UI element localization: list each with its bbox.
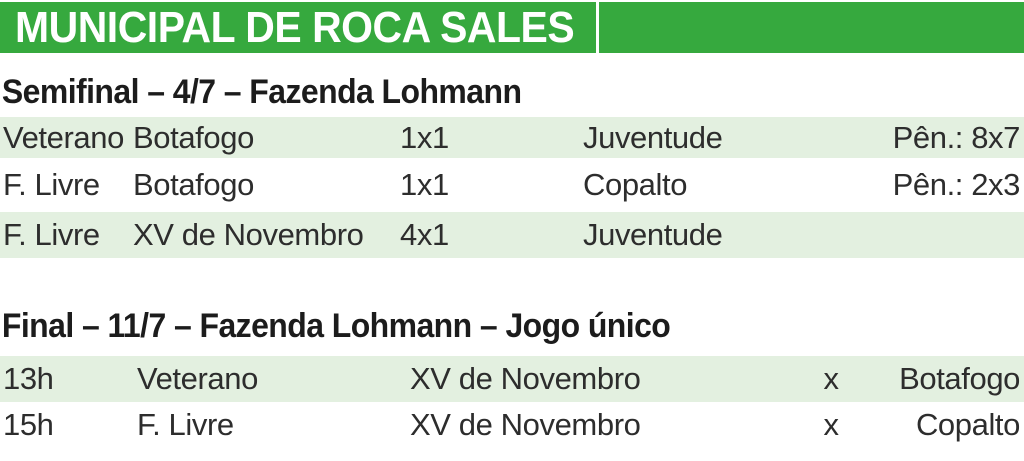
category-cell: F. Livre <box>137 407 234 442</box>
home-team-cell: Botafogo <box>133 167 254 202</box>
masthead-bar: MUNICIPAL DE ROCA SALES <box>0 2 1024 53</box>
fixture-row: 15h F. Livre XV de Novembro x Copalto <box>0 402 1024 448</box>
versus-cell: x <box>823 407 839 442</box>
category-cell: F. Livre <box>3 167 100 202</box>
home-team-cell: Botafogo <box>133 119 254 155</box>
category-cell: Veterano <box>3 119 124 155</box>
section-heading-text: Semifinal – 4/7 – Fazenda Lohmann <box>1 72 522 111</box>
score-cell: 1x1 <box>400 167 449 202</box>
result-row: F. Livre Botafogo 1x1 Copalto Pên.: 2x3 <box>0 158 1024 212</box>
time-cell: 13h <box>3 361 54 396</box>
time-cell: 15h <box>3 407 54 442</box>
section-heading-semifinal: Semifinal – 4/7 – Fazenda Lohmann <box>0 72 555 112</box>
section-heading-final: Final – 11/7 – Fazenda Lohmann – Jogo ún… <box>0 306 713 346</box>
result-row: F. Livre XV de Novembro 4x1 Juventude <box>0 212 1024 258</box>
away-team-cell: Juventude <box>583 119 723 155</box>
away-team-cell: Botafogo <box>899 361 1020 396</box>
home-team-cell: XV de Novembro <box>410 407 641 442</box>
section-heading-text: Final – 11/7 – Fazenda Lohmann – Jogo ún… <box>1 306 671 345</box>
away-team-cell: Copalto <box>915 407 1020 442</box>
penalties-cell: Pên.: 2x3 <box>892 167 1021 202</box>
home-team-cell: XV de Novembro <box>410 361 641 396</box>
masthead-column-seam <box>596 2 599 53</box>
away-team-cell: Copalto <box>583 167 688 202</box>
penalties-cell: Pên.: 8x7 <box>892 119 1021 155</box>
result-row: Veterano Botafogo 1x1 Juventude Pên.: 8x… <box>0 117 1024 158</box>
fixture-row: 13h Veterano XV de Novembro x Botafogo <box>0 356 1024 402</box>
page-title: MUNICIPAL DE ROCA SALES <box>15 2 575 52</box>
away-team-cell: Juventude <box>583 217 723 252</box>
score-cell: 4x1 <box>400 217 449 252</box>
category-cell: Veterano <box>137 361 258 396</box>
versus-cell: x <box>823 361 839 396</box>
category-cell: F. Livre <box>3 217 100 252</box>
score-cell: 1x1 <box>400 119 449 155</box>
home-team-cell: XV de Novembro <box>133 217 364 252</box>
